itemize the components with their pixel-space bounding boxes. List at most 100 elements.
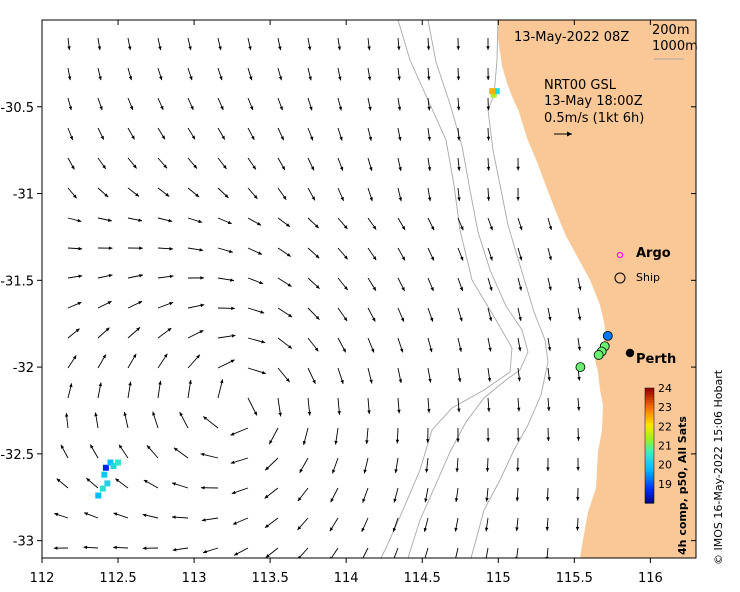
current-arrowhead (201, 518, 206, 522)
current-arrowhead (457, 167, 461, 171)
current-arrowhead (280, 136, 284, 141)
current-arrowhead (200, 486, 205, 490)
current-arrowhead (69, 136, 73, 141)
current-arrowhead (77, 218, 82, 223)
sst-pixels (95, 88, 500, 499)
current-arrow (393, 547, 399, 558)
current-arrowhead (365, 440, 369, 444)
current-arrowhead (311, 196, 315, 201)
current-arrowhead (369, 166, 373, 171)
current-arrowhead (372, 286, 376, 291)
current-arrowhead (309, 106, 313, 111)
sst-pixel (101, 471, 108, 478)
current-arrowhead (53, 546, 58, 550)
current-arrow (546, 547, 549, 558)
current-arrowhead (456, 438, 460, 443)
current-arrowhead (484, 527, 489, 532)
current-arrowhead (200, 452, 205, 457)
colorbar-segment (645, 471, 654, 475)
colorbar-segment (645, 488, 654, 493)
current-arrow (485, 547, 489, 558)
current-arrowhead (113, 512, 118, 516)
y-tick-label: -32 (13, 361, 34, 376)
current-arrowhead (152, 411, 156, 416)
current-arrowhead (75, 328, 80, 333)
current-arrowhead (224, 194, 229, 198)
current-arrowhead (456, 46, 460, 50)
current-arrowhead (340, 196, 344, 201)
current-arrowhead (457, 197, 461, 202)
contour-200m-outer (407, 20, 529, 558)
current-arrowhead (100, 135, 104, 140)
current-arrowhead (427, 167, 432, 171)
current-arrowhead (342, 348, 346, 353)
current-arrowhead (363, 469, 367, 474)
current-arrowhead (548, 226, 553, 231)
colorbar-segment (645, 439, 654, 444)
sst-pixel (115, 459, 122, 466)
current-arrowhead (252, 165, 256, 170)
current-arrowhead (196, 354, 200, 359)
current-arrowhead (253, 194, 258, 199)
current-arrowhead (515, 497, 520, 502)
current-arrowhead (545, 527, 550, 531)
current-arrowhead (265, 524, 269, 528)
current-arrowhead (232, 521, 237, 525)
ship-observation (602, 330, 613, 341)
colorbar-segment (645, 413, 654, 418)
current-arrowhead (231, 306, 235, 311)
current-arrowhead (516, 166, 520, 171)
current-arrowhead (369, 379, 373, 384)
current-legend-scale: 0.5m/s (1kt 6h) (544, 111, 645, 126)
current-arrowhead (84, 512, 89, 516)
current-arrowhead (310, 166, 314, 171)
colorbar-frame (644, 387, 655, 504)
current-arrowhead (200, 276, 204, 280)
current-arrowhead (158, 380, 162, 385)
current-arrowhead (330, 498, 334, 503)
current-arrow (516, 547, 519, 558)
current-arrowhead (221, 135, 225, 140)
current-arrowhead (227, 220, 232, 224)
current-arrowhead (427, 76, 431, 81)
current-legend-model: NRT00 GSL (544, 78, 616, 93)
current-arrowhead (459, 287, 464, 292)
current-arrowhead (426, 439, 430, 443)
current-arrowhead (367, 46, 371, 51)
current-arrowhead (398, 167, 402, 171)
colorbar-segment (645, 442, 654, 447)
current-arrowhead (397, 106, 402, 111)
current-scale-arrowhead (567, 131, 572, 137)
x-tick-label: 113 (182, 571, 207, 586)
current-arrowhead (146, 445, 151, 450)
city-label-perth: Perth (636, 352, 677, 367)
current-arrowhead (334, 440, 338, 445)
current-arrowhead (430, 226, 435, 231)
current-arrowhead (160, 105, 164, 110)
current-arrowhead (203, 416, 208, 421)
current-arrowhead (67, 76, 72, 81)
current-arrowhead (139, 246, 143, 250)
current-arrowhead (368, 106, 372, 111)
colorbar-segment (645, 428, 654, 432)
current-arrowhead (261, 340, 266, 344)
current-arrowhead (173, 447, 178, 452)
current-arrowhead (518, 347, 522, 352)
colorbar-segment (645, 416, 654, 421)
current-arrowhead (71, 165, 75, 170)
current-arrowhead (575, 526, 580, 531)
current-arrowhead (518, 317, 522, 321)
current-arrowhead (578, 286, 582, 291)
ship-label: Ship (636, 271, 660, 284)
current-arrowhead (372, 317, 376, 322)
current-arrowhead (104, 193, 109, 198)
current-arrowhead (428, 378, 432, 383)
current-arrowhead (516, 467, 520, 472)
current-arrowhead (172, 547, 177, 552)
current-arrowhead (228, 249, 233, 254)
current-arrowhead (339, 166, 344, 171)
colorbar-segment (645, 465, 654, 470)
current-arrowhead (102, 164, 106, 169)
current-arrowhead (78, 274, 83, 279)
colorbar-tick-label: 20 (658, 459, 672, 472)
